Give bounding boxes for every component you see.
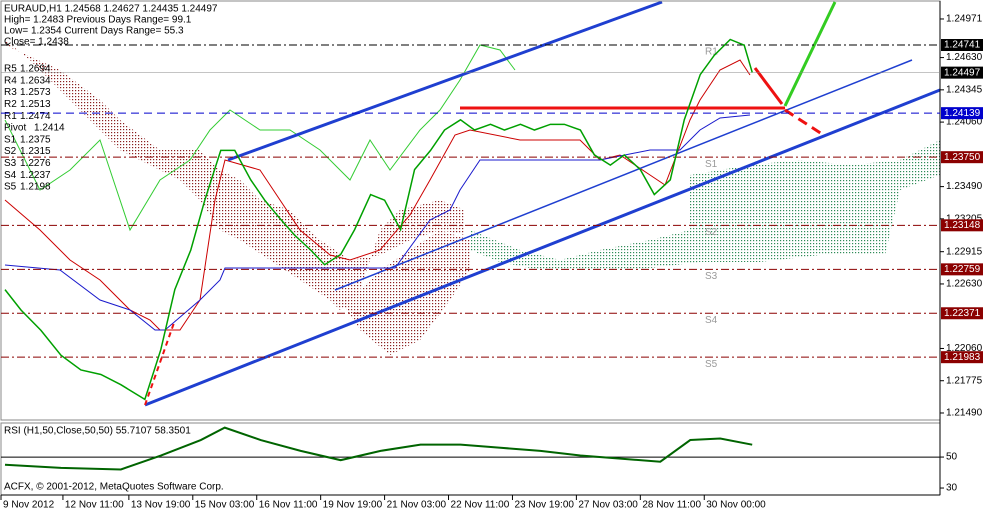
- y-tick-label: 1.23490: [946, 181, 983, 192]
- y-tick-label: 50: [946, 452, 958, 463]
- pivot-value: 1.2237: [20, 170, 51, 181]
- level-box: [941, 219, 983, 232]
- pivot-name: S3: [4, 158, 17, 169]
- x-tick-label: 30 Nov 00:00: [706, 500, 766, 511]
- cloud-brown: [340, 230, 470, 355]
- arrow-projection: [784, 108, 823, 136]
- y-tick-label: 1.24971: [946, 14, 983, 25]
- pivot-name: R4: [4, 75, 17, 86]
- level-label: 1.23750: [944, 152, 981, 163]
- kijun-line: [4, 114, 751, 331]
- level-name: S3: [705, 271, 718, 282]
- y-tick-label: 1.24345: [946, 84, 983, 95]
- x-tick-label: 21 Nov 03:00: [387, 500, 447, 511]
- pivot-value: 1.2315: [20, 146, 51, 157]
- arrow-down: [753, 67, 784, 105]
- pivot-name: S2: [4, 146, 17, 157]
- trend-line: [227, 0, 663, 162]
- y-tick-label: 1.22630: [946, 279, 983, 290]
- series-line: [4, 38, 753, 401]
- pivot-name: S1: [4, 134, 17, 145]
- x-tick-label: 22 Nov 11:00: [451, 500, 510, 511]
- info: High= 1.2483 Previous Days Range= 99.1: [4, 15, 192, 26]
- pivot-name: Pivot: [4, 123, 26, 134]
- pivot-value: 1.2414: [34, 123, 65, 134]
- level-label: 1.21983: [944, 352, 981, 363]
- trend-line: [144, 88, 941, 407]
- y-tick-label: 1.21490: [946, 408, 983, 419]
- level-name: S1: [705, 159, 718, 170]
- level-box: [941, 107, 983, 120]
- level-box: [941, 151, 983, 164]
- trend-line: [334, 59, 913, 291]
- pivot-value: 1.2198: [20, 182, 51, 193]
- pivot-value: 1.2474: [20, 111, 51, 122]
- x-tick-label: 15 Nov 03:00: [195, 500, 255, 511]
- info: Close= 1.2438: [4, 37, 69, 48]
- chart-title: EURAUD,H1 1.24568 1.24627 1.24435 1.2449…: [4, 4, 218, 15]
- pivot-value: 1.2375: [20, 134, 51, 145]
- red-dash: [144, 319, 176, 406]
- level-name: S2: [705, 227, 718, 238]
- price-box: [941, 66, 983, 79]
- x-tick-label: 28 Nov 11:00: [642, 500, 701, 511]
- y-tick-label: 1.22060: [946, 343, 983, 354]
- x-tick-label: 27 Nov 03:00: [578, 500, 638, 511]
- arrow-up: [783, 1, 837, 107]
- level-label: 1.24139: [944, 108, 981, 119]
- level-label: 1.22371: [944, 308, 981, 319]
- copyright: ACFX, © 2001-2012, MetaQuotes Software C…: [4, 482, 224, 493]
- pivot-value: 1.2513: [20, 99, 51, 110]
- info: Low= 1.2354 Current Days Range= 55.3: [4, 26, 184, 37]
- level-box: [941, 351, 983, 364]
- chikou-line: [4, 44, 516, 232]
- pivot-name: R2: [4, 99, 17, 110]
- pivot-value: 1.2276: [20, 158, 51, 169]
- level-box: [941, 307, 983, 320]
- pivot-value: 1.2694: [20, 64, 51, 75]
- level-name: S4: [705, 315, 718, 326]
- pivot-name: R5: [4, 64, 17, 75]
- y-tick-label: 1.23205: [946, 214, 983, 225]
- y-tick-label: 1.22915: [946, 246, 983, 257]
- current-price: 1.24497: [944, 67, 981, 78]
- pivot-name: S5: [4, 182, 17, 193]
- pivot-name: R1: [4, 111, 17, 122]
- x-tick-label: 13 Nov 19:00: [131, 500, 191, 511]
- level-label: 1.22759: [944, 264, 981, 275]
- level-box: [941, 39, 983, 52]
- series-line: [4, 426, 753, 471]
- x-tick-label: 9 Nov 2012: [3, 500, 55, 511]
- pivot-name: S4: [4, 170, 17, 181]
- rsi-title: RSI (H1,50,Close,50,50) 55.7107 58.3501: [4, 426, 191, 437]
- cloud-green: [470, 140, 940, 270]
- pivot-value: 1.2573: [20, 87, 51, 98]
- pivot-value: 1.2634: [20, 75, 51, 86]
- level-box: [941, 263, 983, 276]
- level-name: R1: [705, 47, 718, 58]
- y-tick-label: 30: [946, 483, 958, 494]
- level-label: 1.24741: [944, 40, 981, 51]
- x-tick-label: 23 Nov 19:00: [514, 500, 574, 511]
- x-tick-label: 19 Nov 19:00: [323, 500, 383, 511]
- x-tick-label: 16 Nov 11:00: [259, 500, 318, 511]
- level-label: 1.23148: [944, 220, 981, 231]
- y-tick-label: 1.21775: [946, 375, 983, 386]
- x-tick-label: 12 Nov 11:00: [65, 500, 124, 511]
- cloud-brown: [5, 40, 465, 310]
- level-name: S5: [705, 359, 718, 370]
- y-tick-label: 1.24630: [946, 52, 983, 63]
- y-tick-label: 1.24060: [946, 117, 983, 128]
- pivot-name: R3: [4, 87, 17, 98]
